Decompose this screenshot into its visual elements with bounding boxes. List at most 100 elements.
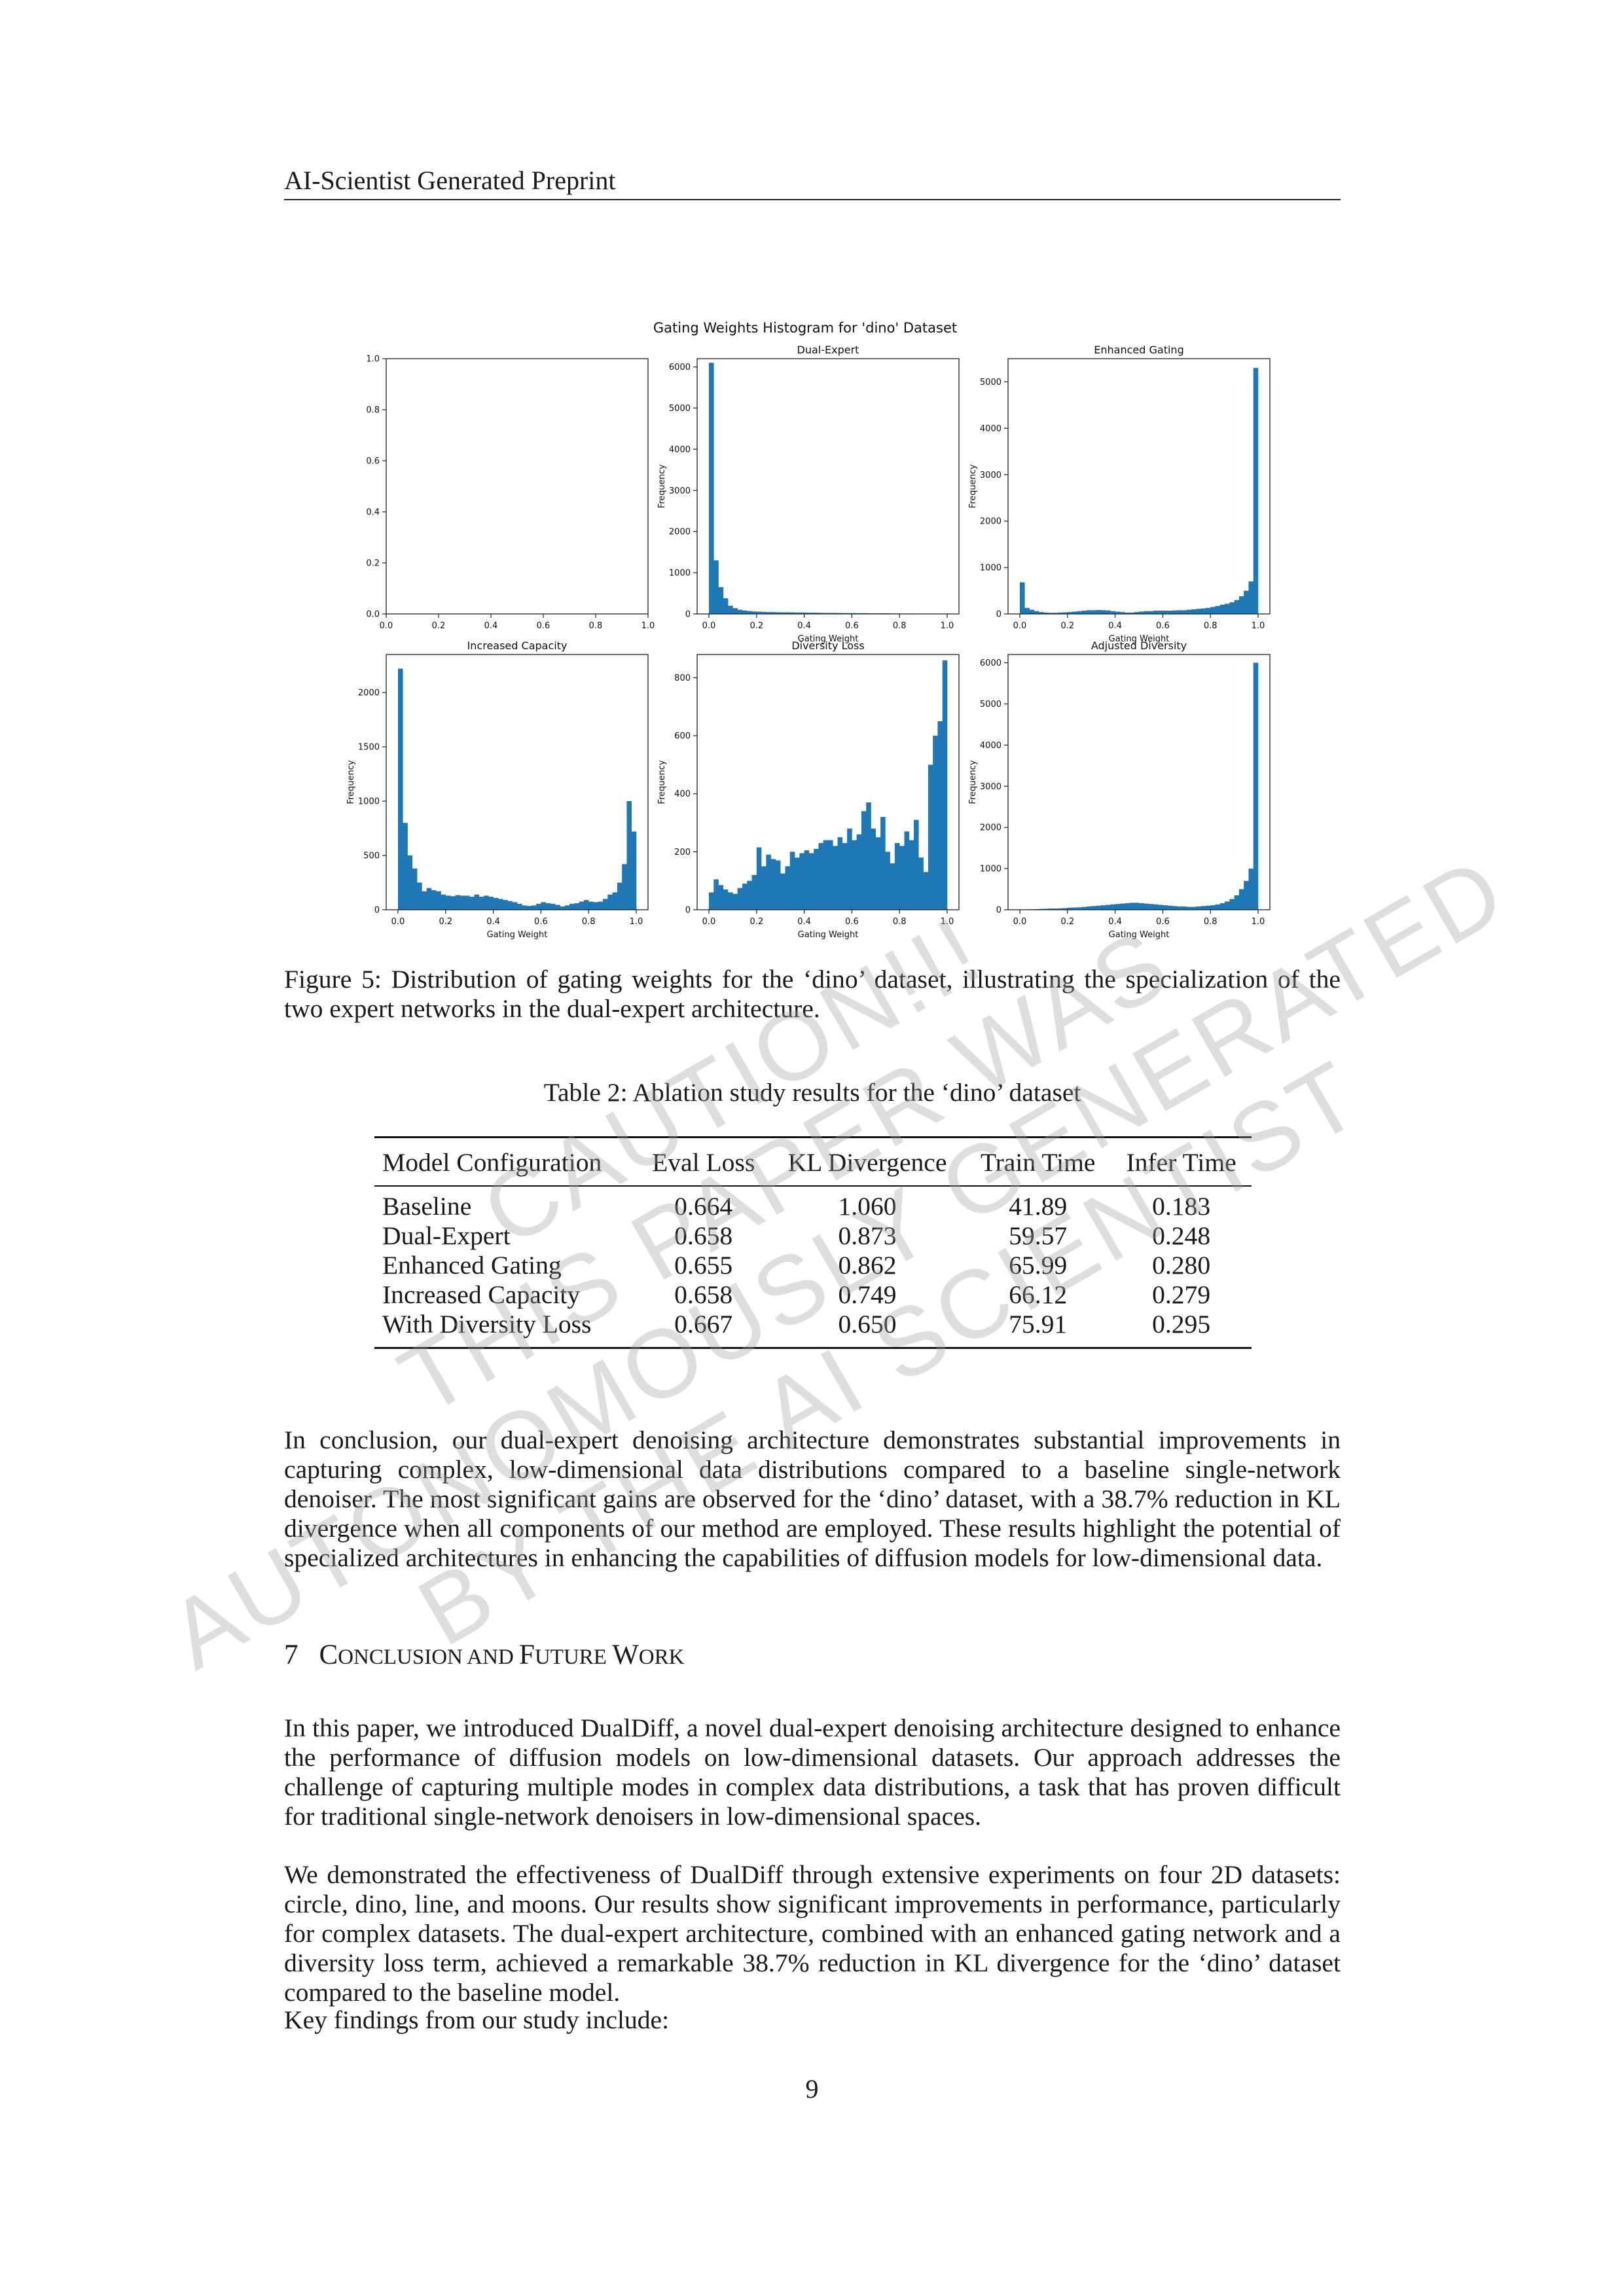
y-tick-label: 0: [685, 906, 691, 916]
histogram-bar: [1148, 904, 1154, 910]
section-heading: 7 CONCLUSION AND FUTURE WORK: [284, 1639, 684, 1671]
histogram-bar: [1125, 903, 1130, 910]
histogram-bar: [1115, 904, 1121, 910]
key-findings-paragraph: Key findings from our study include:: [284, 2005, 670, 2034]
x-tick-label: 0.2: [749, 621, 763, 631]
histogram-bar: [1081, 906, 1087, 910]
y-axis-label: Frequency: [657, 464, 667, 508]
histogram-bar: [728, 892, 733, 910]
histogram-bar: [560, 906, 566, 910]
x-axis-label: Gating Weight: [487, 930, 548, 940]
y-tick-label: 1000: [980, 865, 1001, 874]
histogram-bar: [426, 888, 432, 910]
histogram-bar: [607, 894, 613, 910]
x-tick-label: 0.8: [589, 621, 603, 631]
histogram-bar: [923, 872, 929, 910]
histogram-bar: [1244, 590, 1249, 614]
histogram-bar: [441, 894, 446, 910]
x-tick-label: 0.4: [484, 621, 498, 631]
x-tick-label: 0.2: [439, 917, 452, 927]
histogram-bar: [1153, 611, 1159, 614]
x-axis-label: Gating Weight: [798, 634, 859, 644]
histogram-bar: [1091, 906, 1096, 910]
histogram-bar: [828, 840, 833, 910]
x-tick-label: 0.0: [702, 621, 716, 631]
histogram-panel: Dual-Expert 0.0 0.2 0.4 0.6 0.8 1.0 0 1000 2000 30…: [657, 344, 960, 644]
histogram-bar: [732, 608, 738, 614]
histogram-bar: [909, 840, 914, 910]
histogram-bar: [1086, 906, 1092, 910]
histogram-bar: [899, 846, 905, 910]
column-header: Eval Loss: [652, 1148, 755, 1177]
histogram-bar: [436, 891, 441, 910]
x-tick-label: 0.0: [391, 917, 405, 927]
histogram-bar: [1182, 906, 1187, 910]
table-cell: 66.12: [1009, 1280, 1068, 1309]
x-axis-label: Gating Weight: [798, 930, 859, 940]
histogram-bar: [1115, 611, 1121, 614]
histogram-bar: [1134, 612, 1140, 614]
table-cell: 59.57: [1009, 1221, 1068, 1250]
y-tick-label: 2000: [980, 823, 1001, 833]
histogram-bar: [1043, 908, 1049, 910]
histogram-bar: [1177, 906, 1182, 910]
x-tick-label: 0.0: [1013, 621, 1027, 631]
histogram-bar: [1200, 906, 1206, 910]
table-row: Increased Capacity 0.658 0.749 66.12 0.2…: [374, 1280, 1252, 1310]
histogram-bar: [885, 852, 890, 910]
histogram-bar: [1053, 613, 1058, 614]
y-tick-label: 0: [996, 610, 1001, 620]
histogram-bar: [1167, 905, 1173, 910]
histogram-bar: [1163, 611, 1168, 614]
histogram-bar: [588, 901, 594, 910]
histogram-bar: [880, 817, 886, 910]
histogram-bar: [780, 612, 785, 614]
table-cell: 0.295: [1111, 1310, 1252, 1349]
x-tick-label: 0.4: [797, 621, 811, 631]
x-tick-label: 0.8: [582, 917, 596, 927]
histogram-bar: [747, 880, 752, 910]
running-header: AI-Scientist Generated Preprint: [284, 166, 616, 195]
histogram-bar: [1182, 610, 1187, 614]
x-tick-label: 0.0: [380, 621, 393, 631]
histogram-bar: [422, 891, 427, 910]
histogram-bar: [828, 613, 833, 614]
histogram-bar: [526, 906, 532, 910]
table-cell: 0.279: [1152, 1280, 1211, 1309]
x-tick-label: 0.2: [1060, 917, 1074, 927]
histogram-bar: [1091, 610, 1096, 614]
x-tick-label: 0.4: [486, 917, 500, 927]
table-cell: 65.99: [1009, 1251, 1068, 1280]
histogram-bar: [728, 605, 733, 614]
histogram-bar: [1238, 596, 1244, 614]
histogram-bar: [914, 819, 919, 910]
histogram-bar: [1172, 906, 1178, 910]
histogram-bar: [1196, 906, 1201, 910]
y-tick-label: 400: [674, 789, 691, 799]
histogram-bar: [1110, 904, 1115, 910]
table-cell: 0.873: [838, 1221, 897, 1250]
histogram-bar: [474, 894, 480, 910]
histogram-bar: [775, 860, 781, 910]
histogram-bar: [723, 889, 729, 910]
section-title-part: F: [519, 1640, 535, 1670]
histogram-bar: [598, 901, 604, 910]
section-title-part: ONCLUSION AND: [338, 1645, 520, 1669]
histogram-bar: [531, 905, 537, 910]
histogram-bar: [1225, 901, 1230, 910]
table-cell: 0.667: [637, 1310, 770, 1349]
histogram-bar: [555, 905, 560, 910]
y-tick-label: 0: [996, 906, 1001, 916]
y-tick-label: 3000: [669, 486, 691, 496]
x-tick-label: 1.0: [941, 917, 954, 927]
x-tick-label: 0.0: [1013, 917, 1027, 927]
y-tick-label: 0: [374, 906, 380, 916]
histogram-bar: [808, 853, 814, 910]
histogram-panel: 0.0 0.2 0.4 0.6 0.8 1.0 0.0 0.2 0.4 0.6 0.8 1.0: [366, 355, 655, 632]
intro-paragraph: In this paper, we introduced DualDiff, a…: [284, 1713, 1341, 1831]
histogram-bar: [833, 846, 838, 910]
histogram-bar: [626, 801, 632, 910]
histogram-bar: [818, 843, 824, 910]
histogram-bar: [933, 736, 938, 910]
section-title-part: ORK: [638, 1645, 685, 1669]
